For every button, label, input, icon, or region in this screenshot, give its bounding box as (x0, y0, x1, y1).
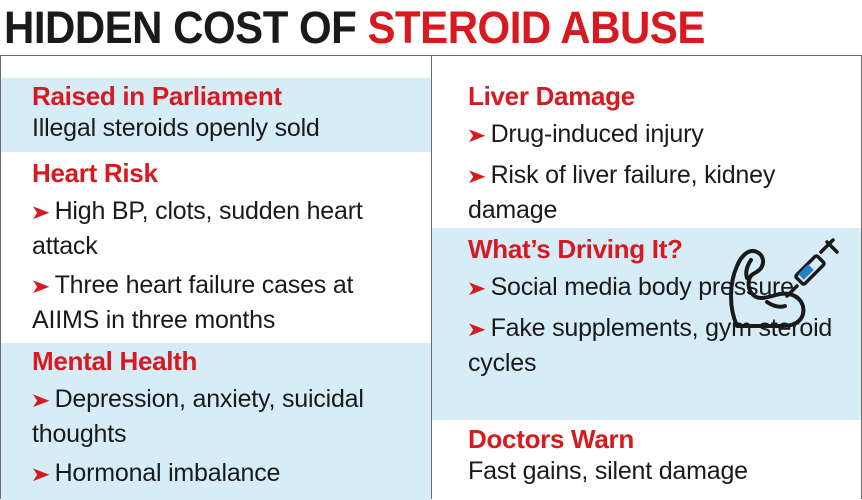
arrow-icon: ➤ (466, 278, 487, 300)
left-column: Raised in Parliament Illegal steroids op… (0, 56, 432, 500)
section-title: Raised in Parliament (32, 81, 282, 111)
content-frame: Raised in Parliament Illegal steroids op… (0, 55, 862, 500)
arrow-icon: ➤ (30, 464, 51, 486)
section-text: Fast gains, silent damage (468, 457, 748, 485)
headline-dark: HIDDEN COST OF (4, 2, 357, 53)
section-raised-in-parliament: Raised in Parliament Illegal steroids op… (1, 78, 431, 152)
section-title: Doctors Warn (468, 424, 634, 454)
section-title: Liver Damage (468, 81, 635, 111)
bullet-item: ➤ Drug-induced injury (466, 118, 855, 153)
bullet-item: ➤ Depression, anxiety, suicidal thoughts (30, 385, 364, 448)
bullet-item: ➤ Hormonal imbalance (30, 457, 425, 492)
section-title: Heart Risk (32, 158, 158, 188)
flexed-arm-syringe-icon (729, 238, 839, 328)
section-mental-health: Mental Health ➤ Depression, anxiety, suic… (1, 343, 431, 500)
section-title: What’s Driving It? (468, 234, 683, 264)
headline-red: STEROID ABUSE (367, 2, 706, 53)
headline: HIDDEN COST OF STEROID ABUSE (4, 0, 705, 56)
arrow-icon: ➤ (30, 276, 51, 298)
arrow-icon: ➤ (30, 202, 51, 224)
arrow-icon: ➤ (466, 166, 487, 188)
section-liver-damage: Liver Damage ➤ Drug-induced injury ➤ Risk … (432, 78, 861, 228)
arrow-icon: ➤ (30, 390, 51, 412)
section-doctors-warn: Doctors Warn Fast gains, silent damage (432, 420, 861, 500)
arrow-icon: ➤ (466, 125, 487, 147)
arrow-icon: ➤ (466, 319, 487, 341)
section-text: Illegal steroids openly sold (32, 114, 320, 142)
bullet-item: ➤ High BP, clots, sudden heart attack (30, 197, 363, 260)
bullet-item: ➤ Risk of liver failure, kidney damage (466, 161, 776, 224)
section-whats-driving-it: What’s Driving It? ➤ Social media body pr… (432, 228, 861, 420)
section-heart-risk: Heart Risk ➤ High BP, clots, sudden heart… (1, 152, 431, 343)
bullet-item: ➤ Social media body pressure (466, 271, 855, 306)
bullet-item: ➤ Three heart failure cases at AIIMS in t… (30, 271, 354, 334)
right-column: Liver Damage ➤ Drug-induced injury ➤ Risk … (432, 56, 862, 500)
section-title: Mental Health (32, 346, 198, 376)
